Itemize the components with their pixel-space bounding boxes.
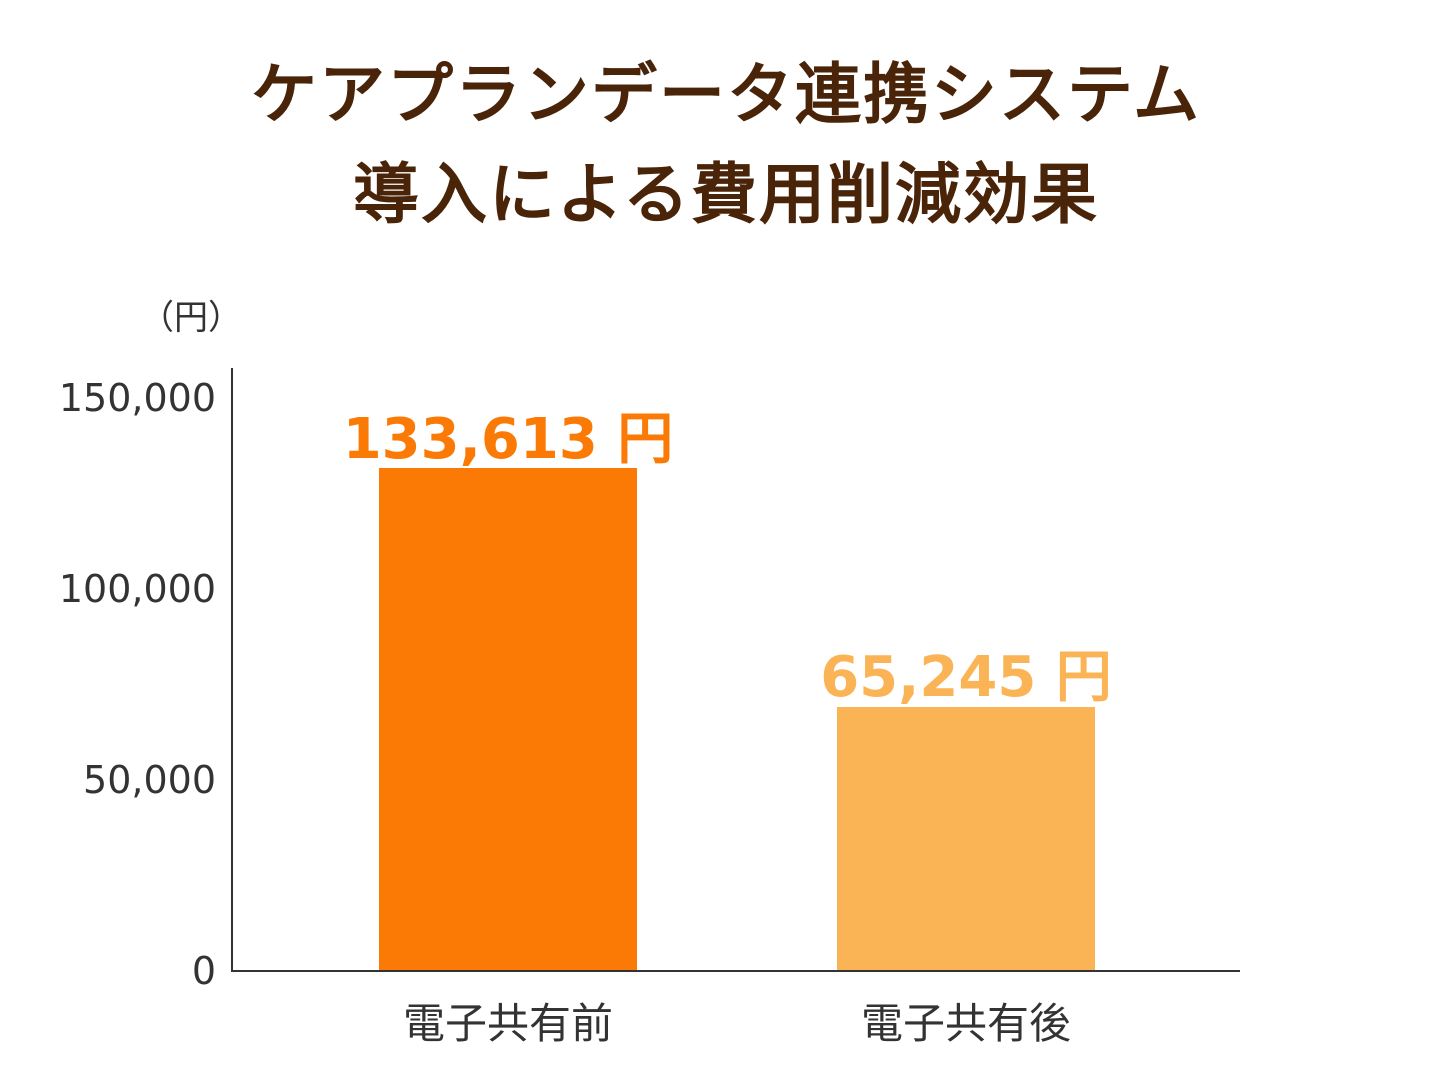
chart-title-line1: ケアプランデータ連携システム: [250, 56, 1202, 133]
y-tick-150000: 150,000: [58, 376, 216, 420]
x-label-before: 電子共有前: [402, 999, 613, 1048]
bar-before: [379, 468, 637, 971]
bar-value-label-after: 65,245 円: [820, 645, 1112, 710]
bar-after: [837, 707, 1095, 971]
chart-title-line2: 導入による費用削減効果: [352, 156, 1100, 233]
y-tick-0: 0: [191, 949, 216, 993]
y-axis-line: [231, 368, 233, 972]
y-tick-50000: 50,000: [83, 758, 216, 802]
y-axis-unit-label: （円）: [140, 298, 242, 338]
x-label-after: 電子共有後: [860, 999, 1071, 1048]
y-tick-100000: 100,000: [58, 567, 216, 611]
bar-value-label-before: 133,613 円: [342, 407, 674, 472]
x-axis-line: [231, 970, 1240, 972]
